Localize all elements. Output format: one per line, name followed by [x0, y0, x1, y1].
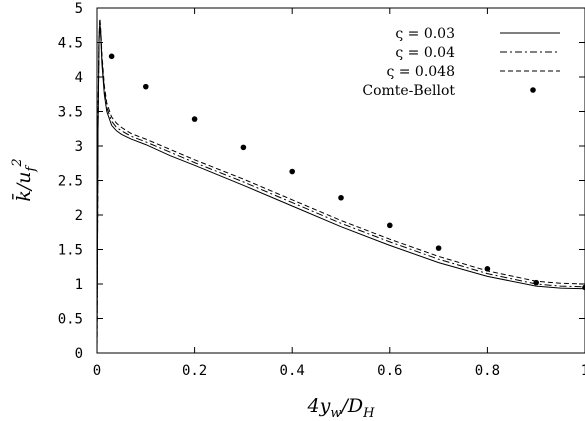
y-tick-label: 1: [75, 277, 83, 293]
x-tick-label: 0.6: [377, 363, 402, 379]
y-tick-label: 3.5: [58, 105, 83, 121]
legend-label: ς = 0.04: [395, 45, 455, 61]
y-tick-label: 4.5: [58, 36, 83, 52]
axis-tick-labels: 0 0.2 0.4 0.6 0.8 1 0 0.5 1 1.5 2 2.5 3 3.5 4 4.5 5: [58, 1, 585, 379]
data-point: [108, 53, 115, 60]
x-tick-label: 0.4: [280, 363, 305, 379]
x-tick-label: 0.8: [475, 363, 500, 379]
data-point: [582, 284, 585, 291]
legend: ς = 0.03 ς = 0.04 ς = 0.048 Comte-Bellot: [362, 26, 560, 99]
legend-marker: [530, 87, 536, 93]
data-point: [289, 168, 296, 175]
series-points: [108, 53, 585, 291]
legend-label: Comte-Bellot: [362, 83, 455, 99]
svg-text:k̄/uf2: k̄/uf2: [10, 158, 39, 201]
y-tick-label: 2.5: [58, 174, 83, 190]
y-tick-label: 3: [75, 139, 83, 155]
legend-label: ς = 0.03: [395, 26, 455, 42]
y-tick-label: 1.5: [58, 243, 83, 259]
series-lines: [96, 18, 585, 354]
x-tick-label: 1: [581, 363, 585, 379]
y-tick-label: 0.5: [58, 312, 83, 328]
data-point: [240, 144, 247, 151]
y-axis-title: k̄/uf2: [10, 158, 39, 201]
y-tick-label: 5: [75, 1, 83, 17]
legend-label: ς = 0.048: [386, 64, 455, 80]
series-line: [96, 20, 585, 354]
y-tick-label: 2: [75, 208, 83, 224]
data-point: [143, 83, 149, 90]
data-point: [533, 279, 539, 286]
x-tick-label: 0.2: [182, 363, 207, 379]
y-tick-label: 4: [75, 70, 83, 86]
data-point: [338, 194, 344, 201]
axis-ticks: [96, 7, 585, 354]
series-line: [96, 18, 585, 354]
x-tick-label: 0: [93, 363, 101, 379]
data-point: [191, 116, 198, 122]
data-point: [484, 266, 491, 272]
y-tick-label: 0: [75, 346, 83, 362]
data-point: [387, 222, 393, 229]
plot-frame: [96, 7, 585, 354]
x-axis-title: 4yw/DH: [307, 395, 376, 421]
data-point: [435, 245, 442, 251]
